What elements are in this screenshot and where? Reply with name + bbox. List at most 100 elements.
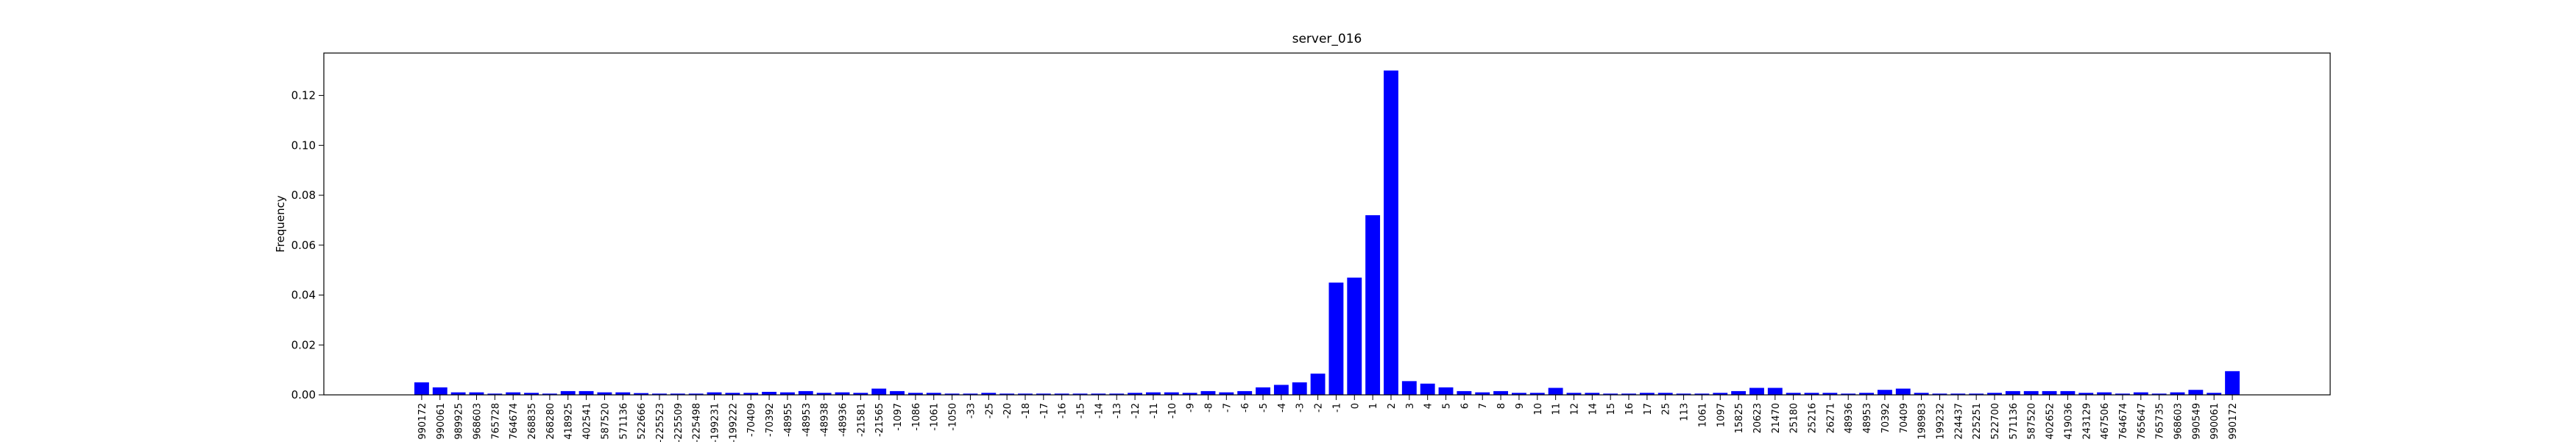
x-tick-label: 17 bbox=[1643, 403, 1654, 415]
bar bbox=[1932, 393, 1947, 395]
x-tick-label: -199222 bbox=[728, 403, 739, 442]
bar bbox=[487, 393, 503, 395]
bar bbox=[2005, 390, 2020, 395]
x-tick-label: -225509 bbox=[673, 403, 684, 442]
bar bbox=[1401, 381, 1417, 395]
bar bbox=[1256, 387, 1270, 395]
bar bbox=[1914, 393, 1929, 395]
bar bbox=[1713, 393, 1728, 395]
bar bbox=[1292, 382, 1307, 395]
bar bbox=[1603, 393, 1618, 395]
bar bbox=[798, 390, 813, 395]
bar bbox=[2115, 393, 2130, 395]
x-tick-label: -48936 bbox=[838, 403, 849, 437]
y-tick-label: 0.02 bbox=[291, 338, 316, 351]
x-tick-label: 6 bbox=[1459, 403, 1471, 409]
x-tick-label: -199231 bbox=[710, 403, 721, 442]
x-tick-label: 765728 bbox=[490, 403, 501, 440]
x-tick-label: 268280 bbox=[545, 403, 556, 440]
x-tick-label: 990172 bbox=[417, 403, 428, 440]
bar bbox=[1749, 387, 1764, 395]
bar bbox=[1676, 393, 1691, 395]
bar bbox=[688, 393, 704, 395]
bar bbox=[1969, 393, 1984, 395]
x-tick-label: -6 bbox=[1240, 403, 1251, 413]
bar bbox=[1273, 385, 1289, 395]
bar bbox=[1365, 215, 1381, 395]
x-tick-label: 9 bbox=[1515, 403, 1526, 409]
x-tick-label: 587520 bbox=[2027, 403, 2038, 440]
bar bbox=[2170, 392, 2185, 395]
bar bbox=[1054, 393, 1069, 395]
x-tick-label: -1061 bbox=[930, 403, 941, 431]
bar bbox=[1457, 390, 1472, 395]
bar bbox=[1036, 393, 1051, 395]
x-tick-label: 15 bbox=[1606, 403, 1617, 415]
bar bbox=[1566, 393, 1582, 395]
bar bbox=[1950, 393, 1966, 395]
bar bbox=[890, 390, 905, 395]
bar bbox=[1328, 282, 1344, 395]
bar bbox=[432, 387, 447, 395]
x-tick-label: 467506 bbox=[2100, 403, 2111, 440]
bar bbox=[779, 392, 795, 395]
y-tick-label: 0.04 bbox=[291, 289, 316, 302]
x-tick-label: 25216 bbox=[1808, 403, 1819, 433]
bar bbox=[1895, 388, 1911, 395]
x-tick-label: -225498 bbox=[692, 403, 703, 442]
x-tick-label: 5 bbox=[1442, 403, 1453, 409]
x-tick-label: 10 bbox=[1533, 403, 1544, 415]
bar bbox=[835, 392, 850, 395]
x-tick-label: 587520 bbox=[600, 403, 611, 440]
bar bbox=[1657, 393, 1673, 395]
bar bbox=[2023, 390, 2039, 395]
x-tick-label: 1097 bbox=[1716, 403, 1727, 427]
x-tick-label: 70392 bbox=[1880, 403, 1892, 433]
bar bbox=[1511, 393, 1526, 395]
plot-frame bbox=[323, 52, 2331, 396]
bar bbox=[597, 392, 612, 395]
y-tick-label: 0.06 bbox=[291, 239, 316, 252]
bar bbox=[506, 392, 521, 395]
bar bbox=[2188, 390, 2204, 395]
x-tick-label: -13 bbox=[1112, 403, 1123, 418]
x-tick-label: 113 bbox=[1680, 403, 1691, 421]
bar bbox=[707, 392, 722, 395]
bar bbox=[1072, 393, 1088, 395]
x-tick-label: 225251 bbox=[1972, 403, 1983, 440]
x-tick-label: -12 bbox=[1130, 403, 1142, 418]
bar bbox=[2078, 393, 2094, 395]
x-tick-label: -11 bbox=[1149, 403, 1160, 418]
bar bbox=[1786, 393, 1801, 395]
x-tick-label: 1061 bbox=[1697, 403, 1708, 427]
bar bbox=[670, 393, 685, 395]
bar bbox=[2151, 393, 2167, 395]
x-tick-label: -18 bbox=[1021, 403, 1032, 418]
x-tick-label: -17 bbox=[1039, 403, 1050, 418]
x-tick-label: 224437 bbox=[1953, 403, 1964, 440]
bar bbox=[414, 382, 429, 395]
bar bbox=[652, 393, 667, 395]
x-tick-label: 0 bbox=[1350, 403, 1361, 409]
bar bbox=[1164, 392, 1179, 395]
x-tick-label: 968603 bbox=[2173, 403, 2184, 440]
bar bbox=[615, 392, 631, 395]
x-tick-label: -1086 bbox=[911, 403, 922, 431]
y-axis-label: Frequency bbox=[274, 195, 287, 253]
bar bbox=[1548, 387, 1563, 395]
bar bbox=[926, 393, 941, 395]
x-tick-label: -5 bbox=[1259, 403, 1270, 413]
x-tick-label: -48938 bbox=[820, 403, 831, 437]
x-tick-label: -16 bbox=[1058, 403, 1069, 418]
x-tick-label: -48953 bbox=[802, 403, 813, 437]
bar bbox=[2042, 390, 2057, 395]
bar bbox=[1694, 393, 1710, 395]
bar bbox=[1219, 392, 1234, 395]
x-tick-label: -2 bbox=[1314, 403, 1325, 413]
bar bbox=[1841, 393, 1856, 395]
x-tick-label: 2 bbox=[1387, 403, 1398, 409]
bar bbox=[560, 390, 576, 395]
x-tick-label: 70409 bbox=[1899, 403, 1910, 433]
x-tick-label: 990061 bbox=[436, 403, 447, 440]
